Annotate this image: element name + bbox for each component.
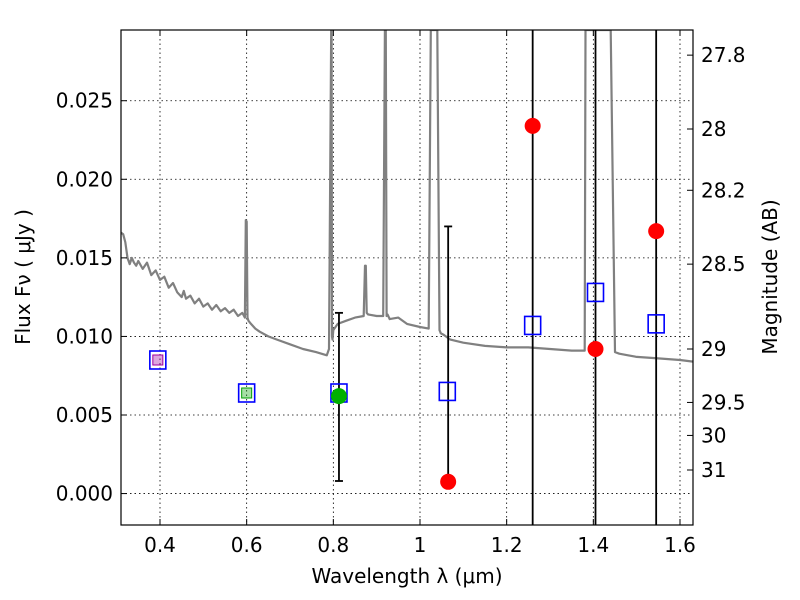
y2-tick-label: 28 (701, 117, 726, 141)
y-axis-right: 27.8 28 28.2 28.5 29 29.5 30 31 (687, 43, 746, 482)
y2-tick-label: 29 (701, 337, 726, 361)
x-tick-label: 0.6 (231, 533, 263, 557)
y-tick-label: 0.010 (56, 324, 113, 348)
x-axis: 0.4 0.6 0.8 1 1.2 1.4 1.6 (144, 30, 696, 557)
model-photometry-square (523, 315, 542, 336)
y2-tick-label: 28.5 (701, 252, 746, 276)
observed-flux-point (524, 117, 541, 134)
model-photometry-square (647, 314, 665, 334)
model-photometry-square (237, 383, 256, 403)
small-square-marker (241, 387, 253, 399)
model-photometry-square (586, 282, 605, 303)
x-tick-label: 1.6 (664, 533, 696, 557)
y-tick-label: 0.025 (56, 89, 113, 113)
y-tick-label: 0.020 (56, 167, 113, 191)
grid-lines (121, 30, 693, 525)
y-tick-label: 0.015 (56, 246, 113, 270)
model-photometry-square (149, 350, 167, 370)
x-tick-label: 1 (414, 533, 427, 557)
y-axis-label: Flux Fν ( μJy ) (11, 209, 35, 345)
x-axis-label: Wavelength λ (μm) (311, 564, 502, 588)
plot-frame (120, 29, 694, 526)
spectrum-line (121, 30, 693, 363)
y2-tick-label: 27.8 (701, 43, 746, 67)
y2-tick-label: 30 (701, 423, 726, 447)
plot-area (121, 30, 693, 525)
observed-flux-point (587, 341, 604, 357)
observed-flux-point (440, 473, 457, 490)
x-tick-label: 1.2 (491, 533, 523, 557)
model-photometry-square (438, 381, 457, 402)
y2-tick-label: 28.2 (701, 178, 746, 202)
y-tick-label: 0.000 (56, 482, 113, 506)
x-tick-label: 0.8 (317, 533, 349, 557)
y-axis-left: 0.000 0.005 0.010 0.015 0.020 0.025 (56, 89, 127, 506)
observed-flux-point (648, 223, 665, 240)
y2-tick-label: 29.5 (701, 390, 746, 414)
y2-axis-label: Magnitude (AB) (758, 199, 782, 354)
y-tick-label: 0.005 (56, 403, 113, 427)
small-square-marker (152, 354, 164, 366)
y2-tick-label: 31 (701, 458, 726, 482)
detection-point (330, 388, 347, 405)
x-tick-label: 0.4 (144, 533, 176, 557)
x-tick-label: 1.4 (577, 533, 609, 557)
